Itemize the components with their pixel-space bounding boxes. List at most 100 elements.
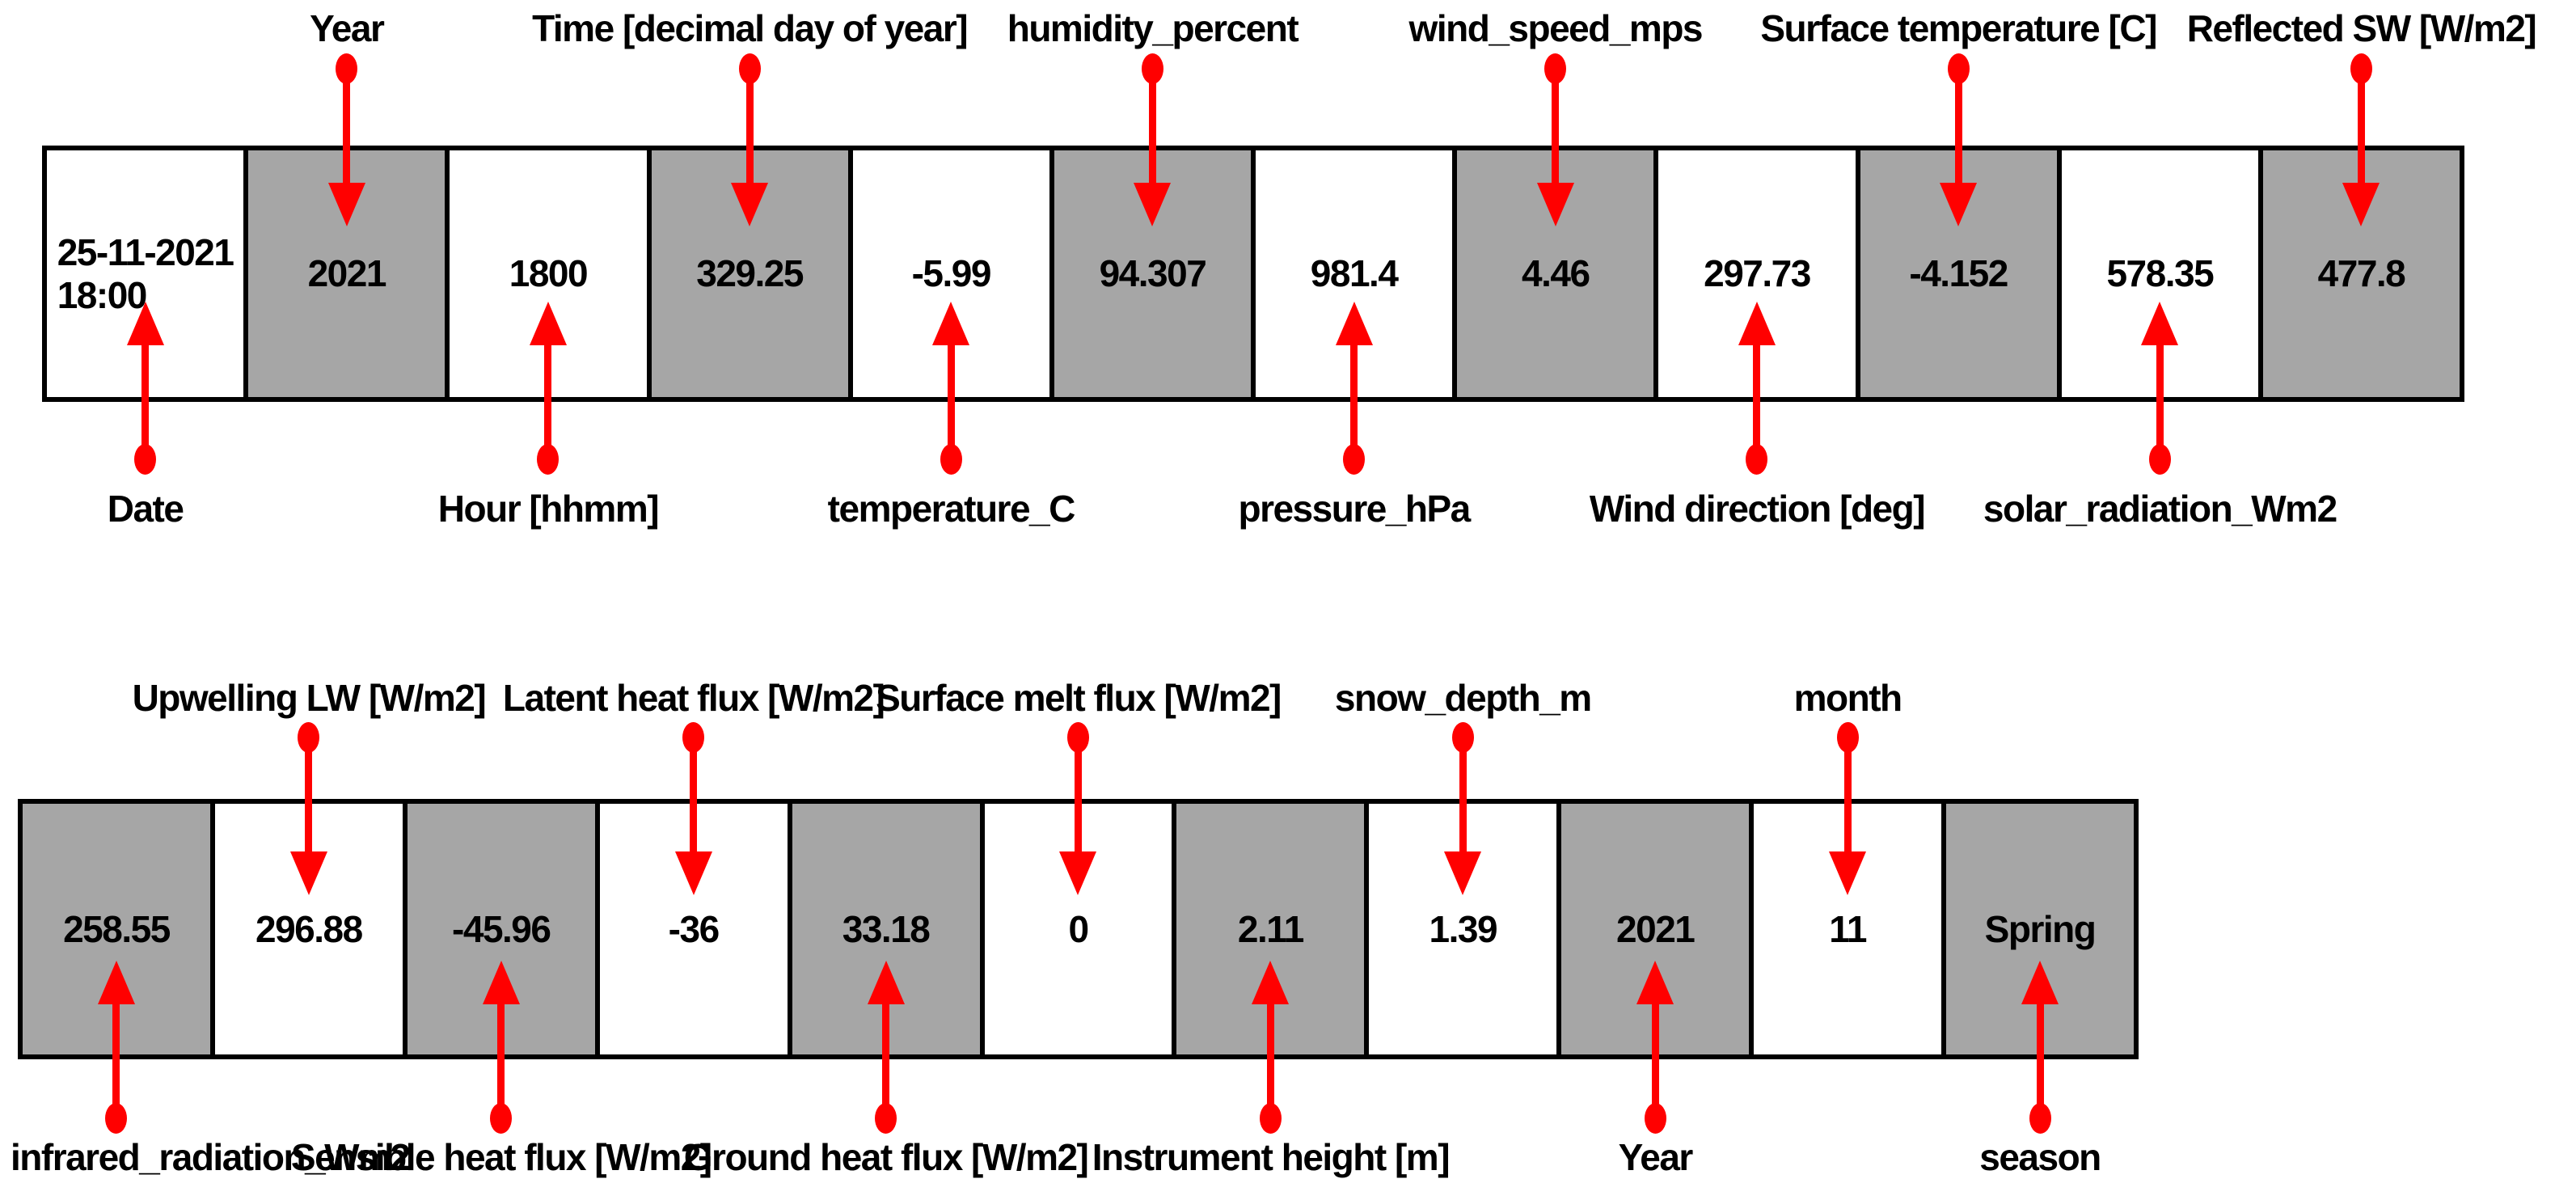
field-cell-humidity-percent: 94.307 humidity_percent — [1007, 7, 1299, 397]
field-value: 1.39 — [1429, 907, 1498, 950]
arrow-shaft — [343, 81, 351, 186]
arrow-shaft — [1552, 81, 1560, 186]
arrow-shaft — [882, 1001, 890, 1106]
field-cell-ground-heat-flux-w-m2: 33.18 Ground heat flux [W/m2] — [684, 804, 1089, 1178]
arrow-head — [1252, 961, 1290, 1004]
field-cell-year: 2021 Year — [243, 7, 446, 397]
field-label: wind_speed_mps — [1408, 7, 1704, 49]
arrow-shaft — [141, 342, 150, 447]
arrow-dot — [1544, 53, 1567, 84]
field-value: 2.11 — [1237, 907, 1305, 950]
record-row-2: 258.55 infrared_radiation_Wm2 296.88 Upwell… — [11, 677, 2139, 1178]
record-row-1: 25-11-2021 18:00 Date 2021 Year 1800 Hour [hh… — [42, 7, 2537, 530]
arrow-dot — [1746, 444, 1768, 475]
arrow-dot — [1947, 53, 1970, 84]
field-cell-hour-hhmm: 1800 Hour [hhmm] — [438, 150, 660, 530]
arrow-dot — [1451, 722, 1474, 753]
field-value: 4.46 — [1522, 252, 1590, 295]
arrow-down-icon — [1940, 53, 1978, 226]
arrow-up-icon — [126, 302, 164, 475]
arrow-shaft — [1350, 342, 1358, 447]
field-cell-surface-melt-flux-w-m2: 0 Surface melt flux [W/m2] — [876, 677, 1282, 1054]
arrow-head — [867, 961, 905, 1004]
field-label: Surface melt flux [W/m2] — [876, 677, 1282, 719]
arrow-dot — [1066, 722, 1089, 753]
arrow-up-icon — [867, 961, 905, 1134]
field-cell-pressure-hpa: 981.4 pressure_hPa — [1238, 150, 1471, 530]
arrow-dot — [1343, 444, 1366, 475]
field-value: -36 — [668, 907, 720, 950]
arrow-down-icon — [327, 53, 365, 226]
arrow-shaft — [1074, 750, 1082, 855]
arrow-up-icon — [1335, 302, 1373, 475]
arrow-shaft — [1148, 81, 1156, 186]
arrow-head — [1636, 961, 1674, 1004]
arrow-down-icon — [674, 722, 712, 895]
field-label: pressure_hPa — [1238, 488, 1471, 530]
arrow-head — [932, 302, 970, 345]
field-cell-infrared-radiation-wm2: 258.55 infrared_radiation_Wm2 — [11, 804, 411, 1178]
field-value: 297.73 — [1704, 252, 1811, 295]
arrow-up-icon — [1636, 961, 1674, 1134]
arrow-head — [731, 183, 769, 226]
arrow-dot — [940, 444, 962, 475]
field-value: 258.55 — [63, 907, 171, 950]
field-label: Hour [hhmm] — [437, 488, 660, 530]
field-value: 477.8 — [2317, 252, 2406, 295]
arrow-down-icon — [1134, 53, 1172, 226]
field-cell-temperature-c: -5.99 temperature_C — [828, 150, 1075, 530]
arrow-dot — [2350, 53, 2372, 84]
field-value: 0 — [1068, 907, 1089, 950]
field-label: Year — [310, 7, 385, 49]
field-cell-year: 2021 Year — [1556, 804, 1750, 1178]
arrow-down-icon — [1829, 722, 1867, 895]
arrow-shaft — [2156, 342, 2164, 447]
field-cell-latent-heat-flux-w-m2: -36 Latent heat flux [W/m2] — [503, 677, 885, 1054]
arrow-shaft — [745, 81, 754, 186]
arrow-head — [482, 961, 520, 1004]
arrow-down-icon — [1444, 722, 1482, 895]
arrow-dot — [105, 1103, 128, 1134]
arrow-head — [1940, 183, 1978, 226]
field-label: month — [1793, 677, 1903, 719]
field-value: 2021 — [1616, 907, 1696, 950]
arrow-head — [289, 851, 327, 895]
field-value: 329.25 — [696, 252, 804, 295]
field-cell-instrument-height-m: 2.11 Instrument height [m] — [1092, 804, 1451, 1178]
arrow-dot — [875, 1103, 897, 1134]
arrow-dot — [1644, 1103, 1666, 1134]
arrow-head — [1829, 851, 1867, 895]
field-value: 1800 — [509, 252, 589, 295]
arrow-dot — [2148, 444, 2171, 475]
field-value: 981.4 — [1310, 252, 1399, 295]
arrow-dot — [1141, 53, 1163, 84]
arrow-dot — [682, 722, 705, 753]
arrow-shaft — [2036, 1001, 2044, 1106]
field-value: 33.18 — [842, 907, 931, 950]
arrow-dot — [298, 722, 320, 753]
field-label: Reflected SW [W/m2] — [2186, 7, 2537, 49]
arrow-shaft — [1266, 1001, 1274, 1106]
arrow-shaft — [1753, 342, 1761, 447]
arrow-head — [2342, 183, 2380, 226]
arrow-shaft — [947, 342, 955, 447]
arrow-down-icon — [1059, 722, 1097, 895]
arrow-up-icon — [2021, 961, 2059, 1134]
arrow-up-icon — [1252, 961, 1290, 1134]
arrow-head — [97, 961, 135, 1004]
arrow-shaft — [497, 1001, 505, 1106]
arrow-dot — [490, 1103, 513, 1134]
arrow-up-icon — [932, 302, 970, 475]
arrow-shaft — [1843, 750, 1852, 855]
arrow-shaft — [305, 750, 313, 855]
arrow-dot — [336, 53, 358, 84]
arrow-up-icon — [2141, 302, 2179, 475]
field-value: 2021 — [307, 252, 387, 295]
field-cell-month: 11 month — [1749, 677, 1942, 1054]
field-cell-date: 25-11-2021 18:00 Date — [47, 150, 244, 530]
arrow-up-icon — [482, 961, 520, 1134]
field-value: 296.88 — [255, 907, 363, 950]
field-value: 94.307 — [1099, 252, 1207, 295]
arrow-down-icon — [2342, 53, 2380, 226]
